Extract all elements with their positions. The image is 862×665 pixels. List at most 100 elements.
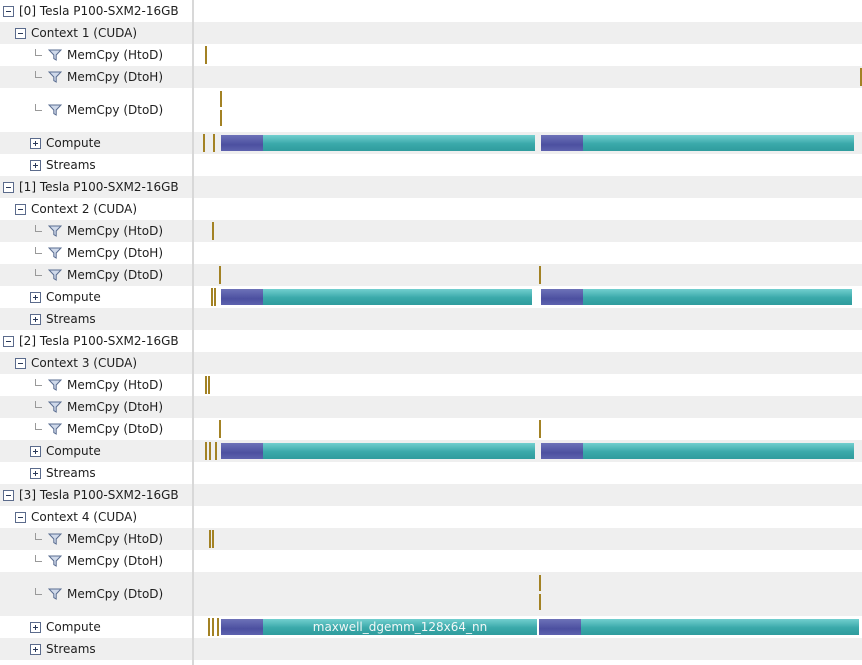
expand-compute-button[interactable] <box>30 137 41 149</box>
memcpy-activity-mark[interactable] <box>213 134 215 152</box>
filter-funnel-icon[interactable] <box>48 555 62 567</box>
kernel-bar[interactable] <box>221 289 532 305</box>
filter-funnel-icon[interactable] <box>48 533 62 545</box>
memcpy-activity-mark[interactable] <box>214 288 216 306</box>
compute-label: Compute <box>46 444 101 458</box>
tree-row[interactable]: MemCpy (HtoD) <box>0 528 192 550</box>
filter-funnel-icon[interactable] <box>48 588 62 600</box>
memcpy-activity-mark[interactable] <box>209 530 211 548</box>
memcpy-activity-mark[interactable] <box>203 134 205 152</box>
expand-streams-button[interactable] <box>30 643 41 655</box>
tree-row[interactable]: Context 2 (CUDA) <box>0 198 192 220</box>
tree-row[interactable]: Compute <box>0 616 192 638</box>
kernel-bar[interactable] <box>541 289 852 305</box>
tree-row[interactable]: Compute <box>0 132 192 154</box>
tree-row[interactable]: MemCpy (HtoD) <box>0 220 192 242</box>
memcpy-row-label: MemCpy (HtoD) <box>67 224 164 238</box>
memcpy-activity-mark[interactable] <box>215 442 217 460</box>
tree-row[interactable]: MemCpy (HtoD) <box>0 374 192 396</box>
expand-compute-button[interactable] <box>30 621 41 633</box>
timeline-panel[interactable]: maxwell_dgemm_128x64_nn <box>194 0 862 665</box>
kernel-bar[interactable] <box>221 443 535 459</box>
kernel-bar[interactable] <box>221 135 535 151</box>
tree-row[interactable]: Streams <box>0 154 192 176</box>
memcpy-activity-mark[interactable] <box>220 110 222 126</box>
kernel-bar[interactable] <box>541 135 854 151</box>
timeline-row <box>194 88 862 132</box>
kernel-bar[interactable] <box>539 619 859 635</box>
filter-funnel-icon[interactable] <box>48 247 62 259</box>
memcpy-activity-mark[interactable] <box>205 376 207 394</box>
tree-row[interactable]: MemCpy (DtoD) <box>0 418 192 440</box>
filter-funnel-icon[interactable] <box>48 269 62 281</box>
memcpy-activity-mark[interactable] <box>539 420 541 438</box>
collapse-device-button[interactable] <box>3 335 14 347</box>
memcpy-activity-mark[interactable] <box>539 575 541 591</box>
memcpy-activity-mark[interactable] <box>209 442 211 460</box>
tree-row[interactable]: MemCpy (DtoD) <box>0 264 192 286</box>
collapse-device-button[interactable] <box>3 5 14 17</box>
filter-funnel-icon[interactable] <box>48 423 62 435</box>
tree-row[interactable]: Streams <box>0 638 192 660</box>
memcpy-activity-mark[interactable] <box>205 46 207 64</box>
tree-row[interactable]: MemCpy (DtoH) <box>0 550 192 572</box>
memcpy-activity-mark[interactable] <box>211 288 213 306</box>
tree-row[interactable]: MemCpy (DtoH) <box>0 242 192 264</box>
filter-funnel-icon[interactable] <box>48 401 62 413</box>
tree-row[interactable]: MemCpy (DtoD) <box>0 572 192 616</box>
timeline-row <box>194 462 862 484</box>
tree-row[interactable]: [2] Tesla P100-SXM2-16GB <box>0 330 192 352</box>
memcpy-activity-mark[interactable] <box>212 530 214 548</box>
panel-divider[interactable] <box>192 0 194 665</box>
filter-funnel-icon[interactable] <box>48 104 62 116</box>
filter-funnel-icon[interactable] <box>48 71 62 83</box>
collapse-context-button[interactable] <box>15 203 26 215</box>
memcpy-activity-mark[interactable] <box>208 376 210 394</box>
tree-row[interactable]: Context 1 (CUDA) <box>0 22 192 44</box>
timeline-row <box>194 264 862 286</box>
expand-streams-button[interactable] <box>30 313 41 325</box>
tree-row[interactable]: MemCpy (HtoD) <box>0 44 192 66</box>
tree-row[interactable]: Context 4 (CUDA) <box>0 506 192 528</box>
collapse-context-button[interactable] <box>15 357 26 369</box>
filter-funnel-icon[interactable] <box>48 49 62 61</box>
expand-compute-button[interactable] <box>30 445 41 457</box>
memcpy-activity-mark[interactable] <box>205 442 207 460</box>
tree-row[interactable]: MemCpy (DtoH) <box>0 66 192 88</box>
filter-funnel-icon[interactable] <box>48 225 62 237</box>
memcpy-activity-mark[interactable] <box>212 222 214 240</box>
memcpy-activity-mark[interactable] <box>219 266 221 284</box>
memcpy-activity-mark[interactable] <box>212 618 214 636</box>
collapse-device-button[interactable] <box>3 181 14 193</box>
collapse-context-button[interactable] <box>15 511 26 523</box>
kernel-bar[interactable]: maxwell_dgemm_128x64_nn <box>221 619 537 635</box>
tree-row[interactable]: Streams <box>0 462 192 484</box>
memcpy-activity-mark[interactable] <box>217 618 219 636</box>
tree-row[interactable]: Context 3 (CUDA) <box>0 352 192 374</box>
collapse-device-button[interactable] <box>3 489 14 501</box>
tree-row[interactable]: [3] Tesla P100-SXM2-16GB <box>0 484 192 506</box>
memcpy-row-label: MemCpy (DtoD) <box>67 103 164 117</box>
tree-row[interactable]: [0] Tesla P100-SXM2-16GB <box>0 0 192 22</box>
memcpy-activity-mark[interactable] <box>219 420 221 438</box>
tree-row[interactable]: Streams <box>0 308 192 330</box>
memcpy-activity-mark[interactable] <box>208 618 210 636</box>
collapse-context-button[interactable] <box>15 27 26 39</box>
memcpy-activity-mark[interactable] <box>220 91 222 107</box>
expand-streams-button[interactable] <box>30 467 41 479</box>
memcpy-row-label: MemCpy (HtoD) <box>67 532 164 546</box>
filter-funnel-icon[interactable] <box>48 379 62 391</box>
memcpy-activity-mark[interactable] <box>539 266 541 284</box>
tree-elbow-icon <box>35 422 42 430</box>
tree-row[interactable]: MemCpy (DtoH) <box>0 396 192 418</box>
memcpy-activity-mark[interactable] <box>860 68 862 86</box>
tree-row[interactable]: Compute <box>0 286 192 308</box>
tree-row[interactable]: Compute <box>0 440 192 462</box>
tree-row[interactable]: [1] Tesla P100-SXM2-16GB <box>0 176 192 198</box>
memcpy-activity-mark[interactable] <box>539 594 541 610</box>
kernel-bar[interactable] <box>541 443 854 459</box>
timeline-row <box>194 176 862 198</box>
expand-streams-button[interactable] <box>30 159 41 171</box>
expand-compute-button[interactable] <box>30 291 41 303</box>
tree-row[interactable]: MemCpy (DtoD) <box>0 88 192 132</box>
